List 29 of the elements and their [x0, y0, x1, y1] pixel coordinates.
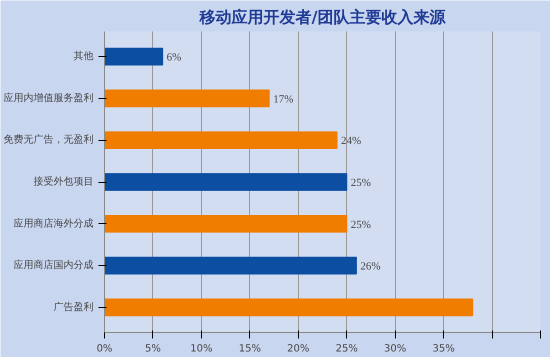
x-tick-label: 20%	[287, 344, 310, 354]
y-tick-label: 应用商店海外分成	[14, 217, 94, 230]
y-tick-label: 应用内增值服务盈利	[4, 92, 94, 104]
bar	[104, 131, 338, 150]
bar	[104, 256, 357, 274]
bar	[104, 214, 348, 233]
x-tick-label: 5%	[145, 344, 161, 354]
x-tick-label: 15%	[238, 344, 261, 354]
x-tick-label: 10%	[190, 344, 213, 354]
bar	[104, 173, 348, 191]
data-label: 26%	[360, 260, 381, 273]
y-tick-label: 免费无广告，无盈利	[4, 134, 94, 146]
data-label: 25%	[350, 177, 371, 189]
y-tick-label: 其他	[74, 50, 94, 62]
y-tick-label: 接受外包项目	[34, 176, 94, 188]
x-tick-label: 30%	[384, 344, 406, 354]
x-tick-label: 35%	[432, 344, 455, 354]
bar	[104, 48, 164, 66]
data-label: 24%	[341, 135, 362, 148]
y-tick-label: 应用商店国内分成	[14, 259, 94, 272]
bar	[104, 298, 474, 316]
x-tick-label: 25%	[336, 344, 358, 354]
data-label: 25%	[350, 218, 371, 231]
data-label: 6%	[166, 52, 182, 64]
y-tick-label: 广告盈利	[54, 300, 94, 313]
data-label: 17%	[273, 93, 294, 106]
chart-title: 移动应用开发者/团队主要收入来源	[198, 8, 446, 26]
x-tick-label: 0%	[96, 344, 112, 354]
bar	[104, 90, 270, 108]
